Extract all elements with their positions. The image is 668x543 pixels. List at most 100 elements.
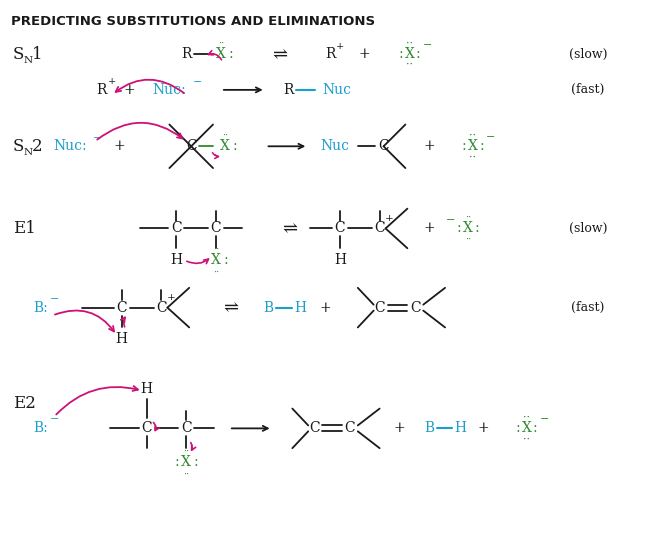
- Text: ··: ··: [213, 268, 219, 276]
- Text: ⇌: ⇌: [223, 299, 238, 317]
- Text: :: :: [398, 47, 403, 61]
- Text: H: H: [454, 421, 466, 435]
- Text: Nuc:: Nuc:: [152, 83, 186, 97]
- Text: E2: E2: [13, 395, 35, 412]
- Text: C: C: [186, 140, 196, 153]
- Text: X: X: [404, 47, 414, 61]
- Text: X: X: [522, 421, 531, 435]
- Text: ··: ··: [465, 213, 471, 222]
- Text: C: C: [156, 301, 167, 314]
- Text: −: −: [486, 132, 496, 142]
- Text: X: X: [216, 47, 226, 61]
- Text: B: B: [424, 421, 434, 435]
- Text: :: :: [416, 47, 421, 61]
- Text: ··: ··: [183, 447, 189, 456]
- Text: −: −: [192, 77, 202, 87]
- Text: :: :: [462, 140, 466, 153]
- Text: PREDICTING SUBSTITUTIONS AND ELIMINATIONS: PREDICTING SUBSTITUTIONS AND ELIMINATION…: [11, 15, 375, 28]
- Text: −: −: [49, 294, 59, 304]
- Text: :: :: [232, 140, 237, 153]
- Text: +: +: [124, 83, 136, 97]
- Text: N: N: [23, 56, 33, 65]
- Text: R: R: [325, 47, 335, 61]
- Text: :: :: [474, 222, 479, 236]
- Text: Nuc: Nuc: [321, 140, 349, 153]
- Text: +: +: [393, 421, 405, 435]
- Text: C: C: [116, 301, 127, 314]
- Text: −: −: [423, 40, 432, 50]
- Text: −: −: [49, 414, 59, 425]
- Text: H: H: [116, 332, 128, 346]
- Text: R: R: [97, 83, 107, 97]
- Text: (fast): (fast): [571, 84, 605, 96]
- Text: ··: ··: [470, 152, 476, 162]
- Text: ⇌: ⇌: [273, 45, 288, 63]
- Text: H: H: [334, 253, 346, 267]
- Text: C: C: [378, 140, 389, 153]
- Text: +: +: [167, 293, 176, 302]
- Text: +: +: [478, 421, 490, 435]
- Text: +: +: [424, 222, 435, 236]
- Text: H: H: [140, 382, 152, 396]
- Text: C: C: [345, 421, 355, 435]
- Text: E1: E1: [13, 220, 35, 237]
- Text: ··: ··: [406, 39, 413, 48]
- Text: +: +: [108, 78, 116, 86]
- Text: B: B: [263, 301, 274, 314]
- Text: C: C: [210, 222, 221, 236]
- Text: ··: ··: [213, 245, 219, 254]
- Text: +: +: [385, 214, 394, 223]
- Text: +: +: [114, 140, 126, 153]
- Text: ··: ··: [465, 235, 471, 244]
- Text: X: X: [220, 140, 230, 153]
- Text: −: −: [540, 414, 549, 425]
- Text: S: S: [13, 46, 24, 63]
- Text: :: :: [228, 47, 233, 61]
- Text: ··: ··: [406, 60, 413, 70]
- Text: C: C: [171, 222, 182, 236]
- Text: −: −: [446, 214, 456, 225]
- Text: B:: B:: [33, 301, 48, 314]
- Text: X: X: [181, 455, 191, 469]
- Text: B:: B:: [33, 421, 48, 435]
- Text: (fast): (fast): [571, 301, 605, 314]
- Text: ··: ··: [523, 413, 530, 422]
- Text: :: :: [224, 253, 228, 267]
- Text: X: X: [211, 253, 221, 267]
- Text: ··: ··: [183, 469, 189, 478]
- Text: R: R: [283, 83, 293, 97]
- Text: :: :: [194, 455, 198, 469]
- Text: :: :: [515, 421, 520, 435]
- Text: ··: ··: [523, 434, 530, 444]
- Text: ··: ··: [218, 39, 224, 48]
- Text: ··: ··: [222, 131, 228, 140]
- Text: C: C: [181, 421, 192, 435]
- Text: C: C: [335, 222, 345, 236]
- Text: +: +: [336, 42, 344, 51]
- Text: H: H: [295, 301, 307, 314]
- Text: +: +: [319, 301, 331, 314]
- Text: +: +: [359, 47, 371, 61]
- Text: ··: ··: [470, 130, 476, 141]
- Text: +: +: [424, 140, 435, 153]
- Text: C: C: [374, 301, 385, 314]
- Text: −: −: [94, 134, 103, 143]
- Text: H: H: [170, 253, 182, 267]
- Text: Nuc: Nuc: [323, 83, 351, 97]
- Text: R: R: [181, 47, 192, 61]
- Text: C: C: [410, 301, 421, 314]
- Text: X: X: [463, 222, 473, 236]
- Text: ⇌: ⇌: [283, 219, 298, 237]
- Text: X: X: [468, 140, 478, 153]
- Text: (slow): (slow): [568, 48, 607, 61]
- Text: C: C: [374, 222, 385, 236]
- Text: C: C: [309, 421, 319, 435]
- Text: :: :: [174, 455, 178, 469]
- Text: 2: 2: [31, 138, 42, 155]
- Text: :: :: [533, 421, 538, 435]
- Text: C: C: [141, 421, 152, 435]
- Text: S: S: [13, 138, 24, 155]
- Text: 1: 1: [31, 46, 42, 63]
- Text: :: :: [480, 140, 484, 153]
- Text: Nuc:: Nuc:: [53, 140, 87, 153]
